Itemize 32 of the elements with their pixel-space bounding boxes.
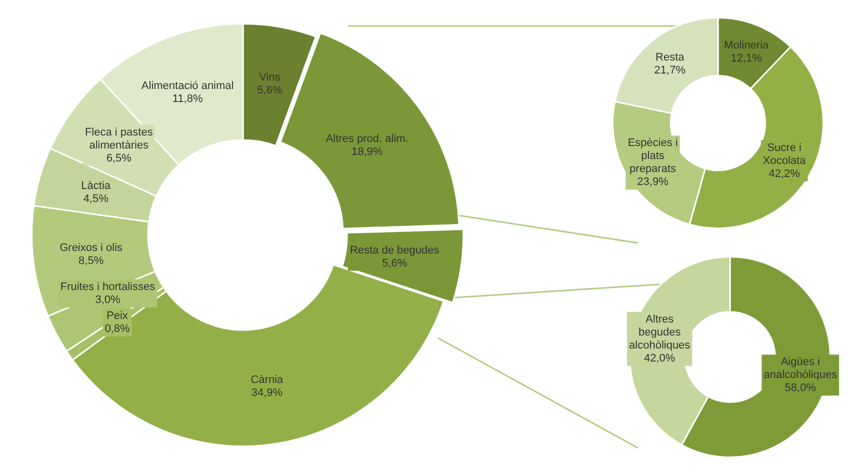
slice-label: Fruites i hortalisses: [60, 280, 156, 293]
data-label: 0,8%: [104, 322, 130, 335]
data-label: 5,6%: [382, 257, 408, 270]
data-label: 8,5%: [78, 254, 104, 267]
slice-label: Resta: [656, 51, 686, 64]
slice-label: Sucre i Xocolata: [762, 142, 807, 167]
data-label: 34,9%: [251, 386, 283, 399]
slice-label: Espècies i plats preparats: [628, 137, 678, 176]
slice-label: Làctia: [81, 180, 112, 192]
slice-label: Fleca i pastes alimentàries: [84, 126, 154, 152]
data-label: 18,9%: [352, 146, 383, 158]
data-label: 3,0%: [95, 294, 120, 306]
slice-label: Resta de begudes: [350, 244, 440, 256]
data-label: 6,5%: [106, 152, 132, 164]
data-label: 5,6%: [257, 84, 283, 97]
slice-label: Altres begudes alcohòliques: [629, 313, 691, 352]
data-label: 4,5%: [83, 193, 109, 206]
data-label: 12,1%: [730, 52, 762, 65]
slice-label: Greixos i olis: [60, 242, 124, 254]
slice-label: Vins: [259, 72, 281, 84]
slice-label: Alimentació animal: [141, 80, 234, 92]
slice-label: Càrnia: [250, 374, 284, 386]
data-label: 21,7%: [654, 64, 686, 76]
slice-label: Altres prod. alim.: [326, 132, 408, 145]
slice-label: Molineria: [724, 40, 770, 52]
data-label: 23,9%: [637, 176, 669, 188]
slice-label: Aigües i analcohòliques: [764, 356, 838, 382]
data-label: 42,0%: [644, 352, 676, 364]
data-label: 11,8%: [172, 92, 203, 105]
data-label: 42,2%: [768, 168, 800, 180]
slice-label: Peix: [106, 310, 128, 322]
data-label: 58,0%: [784, 382, 816, 394]
